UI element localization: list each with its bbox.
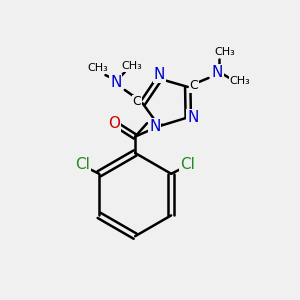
Text: N: N [187,110,198,125]
Text: C: C [132,95,141,108]
Text: N: N [154,67,165,82]
Text: CH₃: CH₃ [214,47,235,57]
Text: N: N [149,119,160,134]
Text: Cl: Cl [180,158,195,172]
Text: N: N [110,75,122,90]
Text: CH₃: CH₃ [88,63,108,73]
Text: CH₃: CH₃ [122,61,142,71]
Text: O: O [108,116,120,131]
Text: N: N [212,64,223,80]
Text: CH₃: CH₃ [230,76,250,86]
Text: Cl: Cl [75,158,90,172]
Text: C: C [189,79,198,92]
